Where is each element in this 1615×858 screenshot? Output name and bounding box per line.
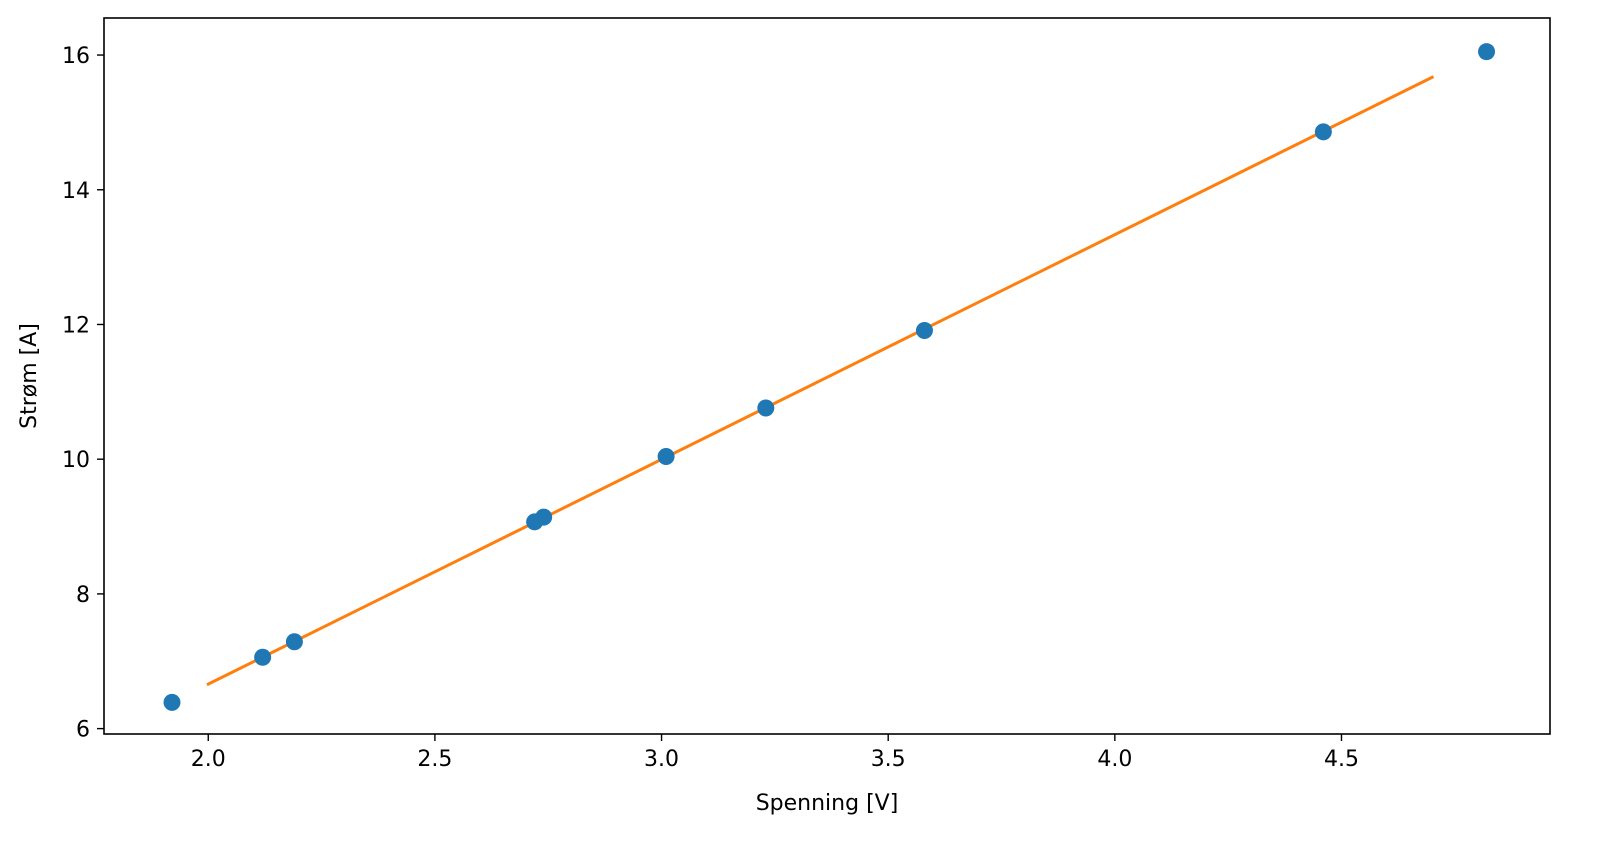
y-axis-label: Strøm [A] (17, 323, 42, 429)
x-tick-label: 4.0 (1097, 747, 1132, 772)
data-point (254, 648, 272, 666)
plot-area (163, 43, 1496, 711)
axes-frame (103, 17, 1551, 735)
x-tick-label: 2.0 (191, 747, 226, 772)
fit-line (206, 75, 1435, 687)
x-axis: 2.0 2.5 3.0 3.5 4.0 4.5 (191, 734, 1359, 772)
x-tick-label: 3.5 (871, 747, 906, 772)
x-tick-label: 3.0 (644, 747, 679, 772)
y-tick-label: 8 (76, 583, 90, 608)
y-tick-label: 14 (62, 179, 90, 204)
x-tick-label: 4.5 (1324, 747, 1359, 772)
y-tick-label: 16 (62, 44, 90, 69)
data-point (285, 633, 303, 651)
data-point (657, 447, 675, 465)
data-point (535, 508, 553, 526)
y-tick-label: 12 (62, 313, 90, 338)
data-point (1478, 43, 1496, 61)
y-tick-label: 6 (76, 718, 90, 743)
data-point (1314, 123, 1332, 141)
x-tick-label: 2.5 (417, 747, 452, 772)
y-axis: 6 8 10 12 14 16 (62, 44, 104, 743)
x-axis-label: Spenning [V] (756, 791, 899, 816)
data-point (163, 693, 181, 711)
data-point (757, 399, 775, 417)
data-point (915, 322, 933, 340)
y-tick-label: 10 (62, 448, 90, 473)
